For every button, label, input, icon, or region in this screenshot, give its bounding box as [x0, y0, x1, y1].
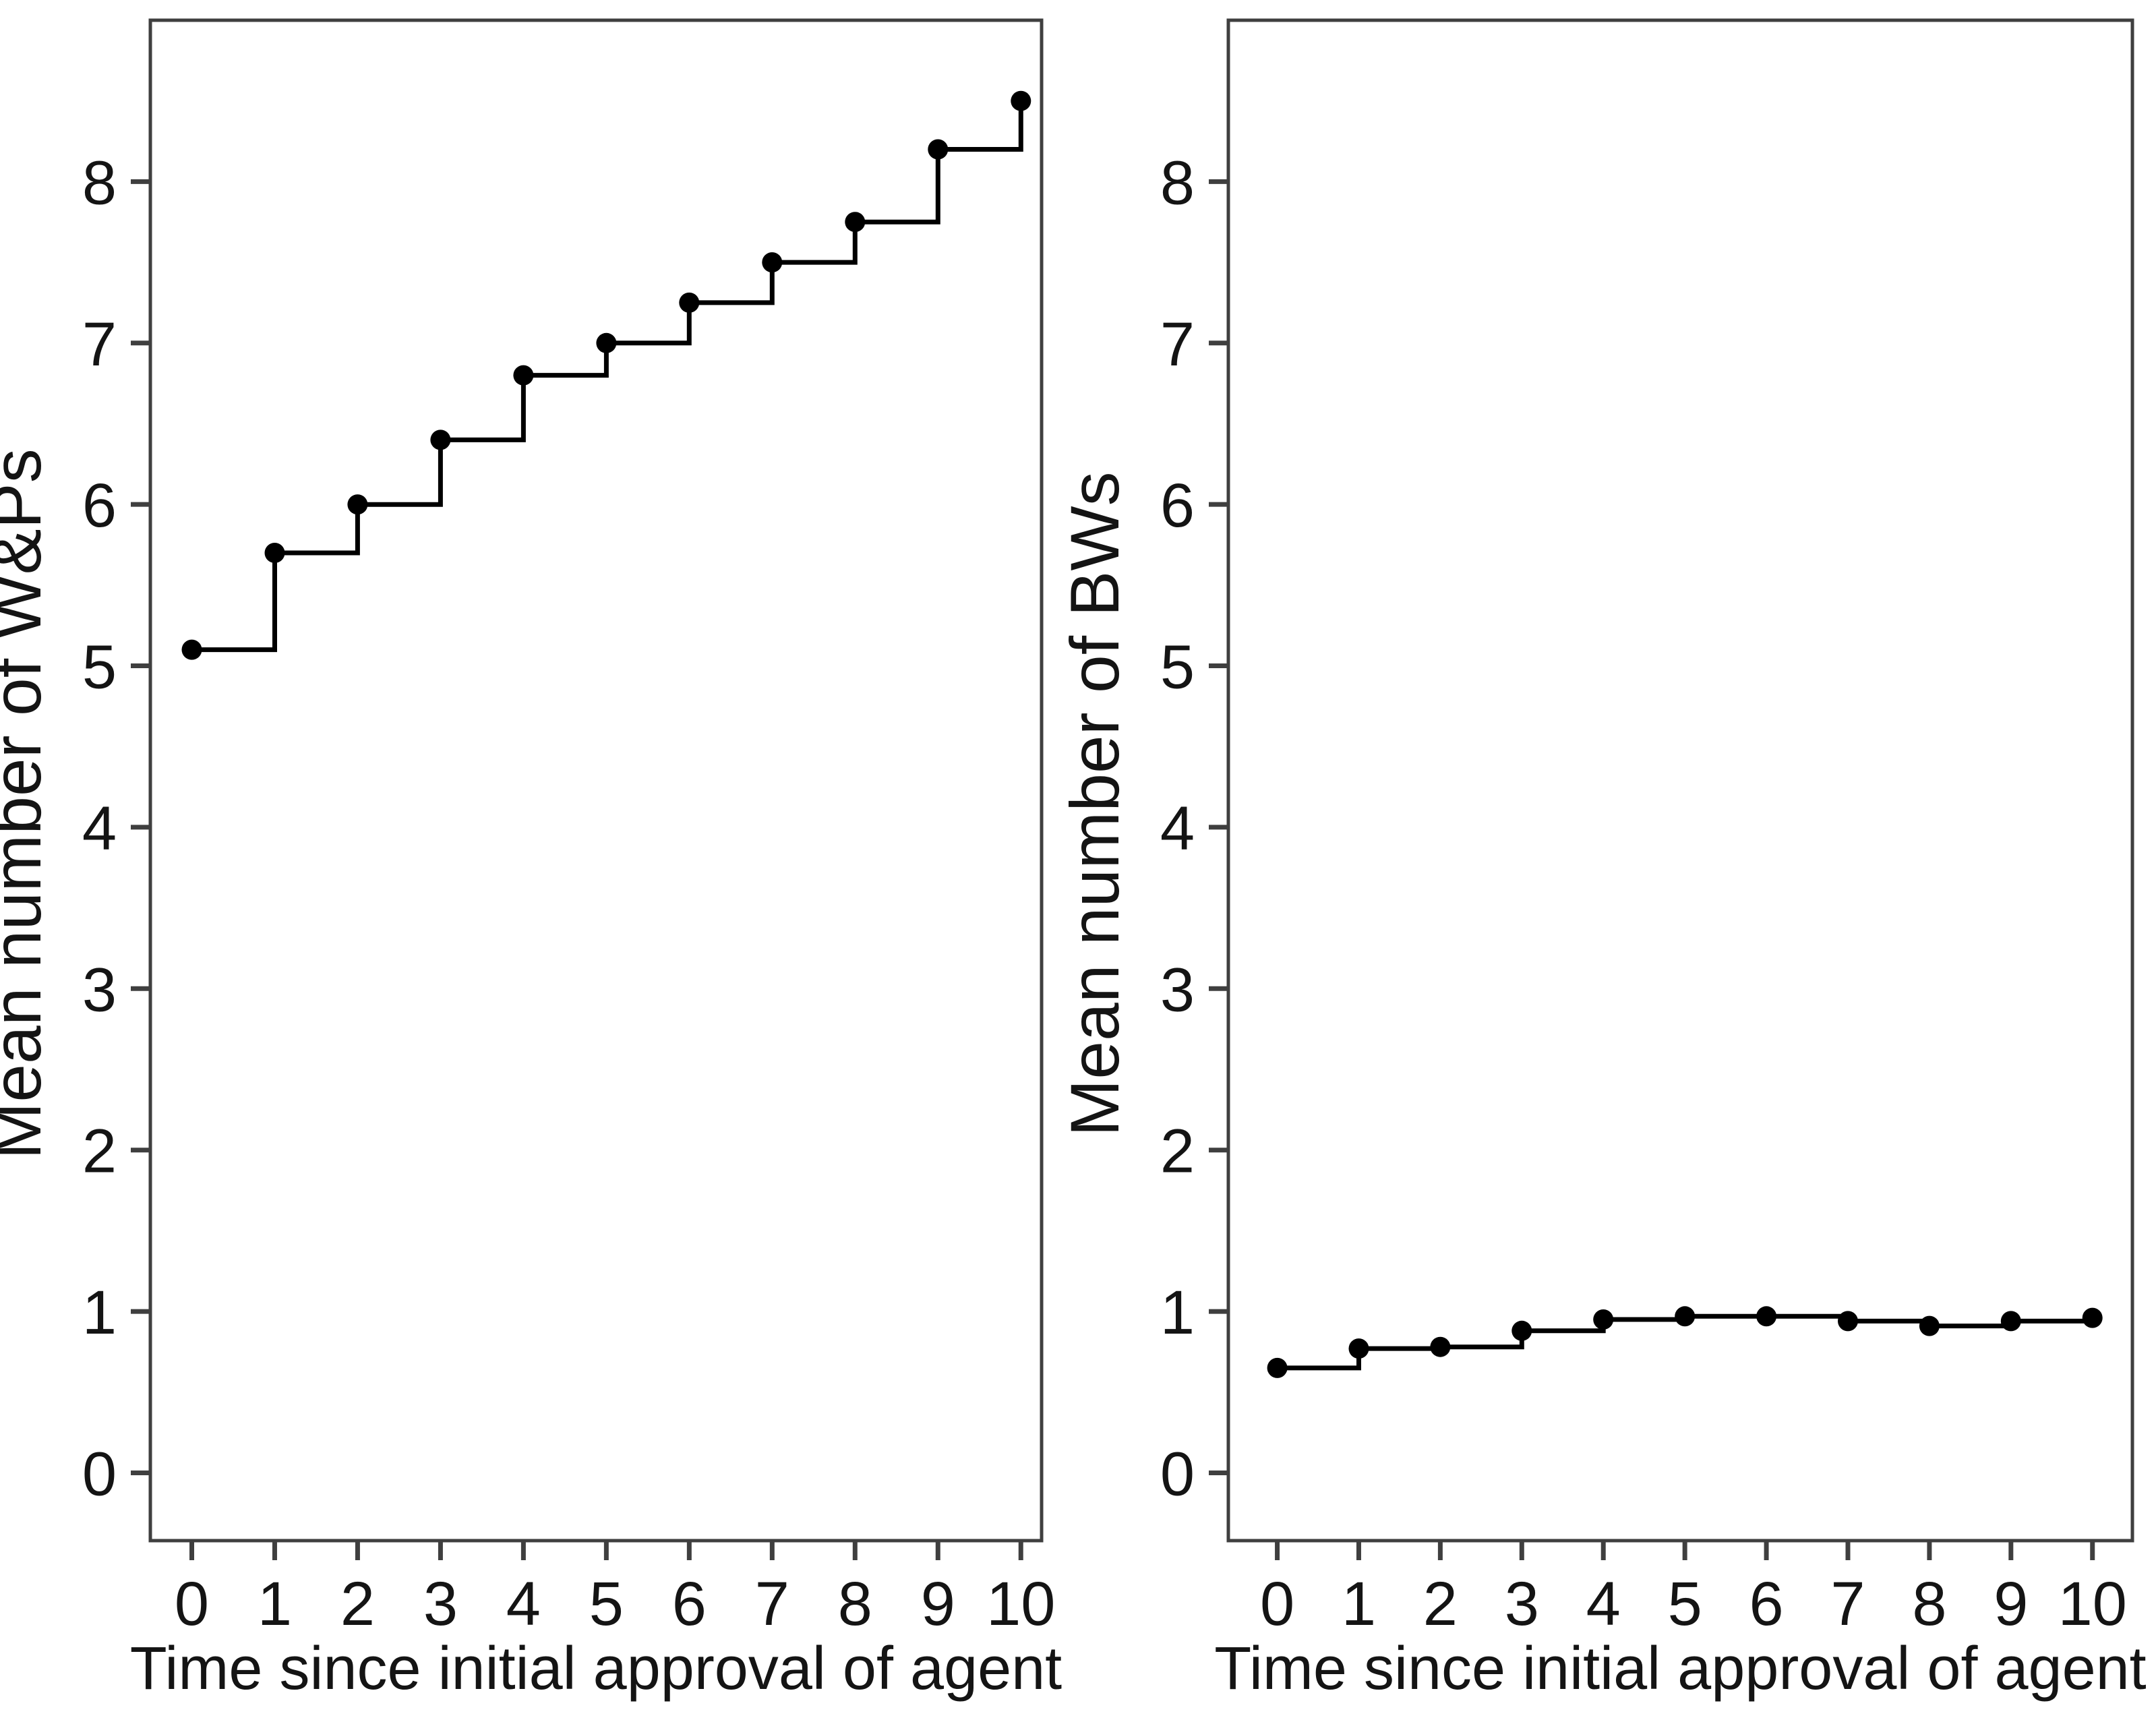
- y-tick-label: 4: [1160, 794, 1195, 863]
- x-tick-label: 6: [672, 1570, 707, 1638]
- data-point: [1267, 1357, 1288, 1378]
- x-tick-label: 3: [423, 1570, 458, 1638]
- x-tick-label: 2: [1423, 1570, 1458, 1638]
- y-tick-label: 3: [1160, 955, 1195, 1024]
- data-point: [1348, 1338, 1369, 1359]
- step-line: [191, 100, 1023, 653]
- data-point: [1430, 1336, 1451, 1357]
- data-point: [1511, 1320, 1532, 1341]
- x-tick-label: 7: [755, 1570, 789, 1638]
- y-tick-label: 8: [1160, 148, 1195, 217]
- data-point: [845, 212, 866, 233]
- data-point: [1593, 1309, 1614, 1330]
- data-point: [1919, 1315, 1940, 1336]
- data-point: [928, 139, 949, 160]
- x-tick-label: 2: [340, 1570, 375, 1638]
- y-tick-label: 0: [1160, 1439, 1195, 1508]
- data-point: [1675, 1306, 1696, 1327]
- y-tick-label: 6: [82, 471, 117, 540]
- data-point: [181, 639, 202, 660]
- y-axis-title: Mean number of W&Ps: [0, 448, 55, 1159]
- x-axis-title: Time since initial approval of agent: [1214, 1635, 2146, 1702]
- x-tick-label: 6: [1749, 1570, 1783, 1638]
- x-tick-label: 5: [589, 1570, 624, 1638]
- y-axis-title: Mean number of BWs: [1056, 471, 1133, 1136]
- data-point: [2000, 1311, 2021, 1332]
- x-tick-label: 1: [258, 1570, 292, 1638]
- x-tick-label: 8: [838, 1570, 872, 1638]
- y-tick-label: 1: [1160, 1278, 1195, 1347]
- x-tick-label: 9: [1994, 1570, 2028, 1638]
- y-tick-label: 0: [82, 1439, 117, 1508]
- data-point: [1756, 1306, 1777, 1327]
- y-tick-label: 1: [82, 1278, 117, 1347]
- y-tick-label: 7: [82, 310, 117, 379]
- y-tick-label: 2: [1160, 1117, 1195, 1186]
- x-axis-title: Time since initial approval of agent: [130, 1635, 1062, 1702]
- x-tick-label: 5: [1668, 1570, 1702, 1638]
- y-tick-label: 2: [82, 1117, 117, 1186]
- y-tick-label: 5: [1160, 633, 1195, 702]
- data-point: [347, 494, 368, 515]
- x-tick-label: 7: [1830, 1570, 1865, 1638]
- y-tick-label: 4: [82, 794, 117, 863]
- x-tick-label: 1: [1342, 1570, 1376, 1638]
- data-point: [1838, 1311, 1858, 1332]
- data-point: [762, 252, 783, 273]
- x-tick-label: 4: [506, 1570, 541, 1638]
- data-point: [430, 429, 451, 450]
- data-point: [2082, 1307, 2103, 1328]
- x-tick-label: 9: [921, 1570, 955, 1638]
- data-point: [264, 543, 285, 563]
- x-tick-label: 10: [2058, 1570, 2127, 1638]
- y-tick-label: 3: [82, 955, 117, 1024]
- x-tick-label: 8: [1912, 1570, 1946, 1638]
- y-tick-label: 6: [1160, 471, 1195, 540]
- x-tick-label: 3: [1505, 1570, 1539, 1638]
- x-tick-label: 0: [1260, 1570, 1294, 1638]
- plot-border: [1226, 18, 2134, 1543]
- x-tick-label: 4: [1586, 1570, 1621, 1638]
- x-tick-label: 10: [986, 1570, 1055, 1638]
- data-point: [679, 292, 700, 313]
- data-point: [1011, 90, 1031, 111]
- data-point: [513, 365, 534, 386]
- data-point: [596, 332, 617, 353]
- y-tick-label: 5: [82, 633, 117, 702]
- plot-border: [148, 18, 1044, 1543]
- y-tick-label: 8: [82, 148, 117, 217]
- x-tick-label: 0: [175, 1570, 209, 1638]
- y-tick-label: 7: [1160, 310, 1195, 379]
